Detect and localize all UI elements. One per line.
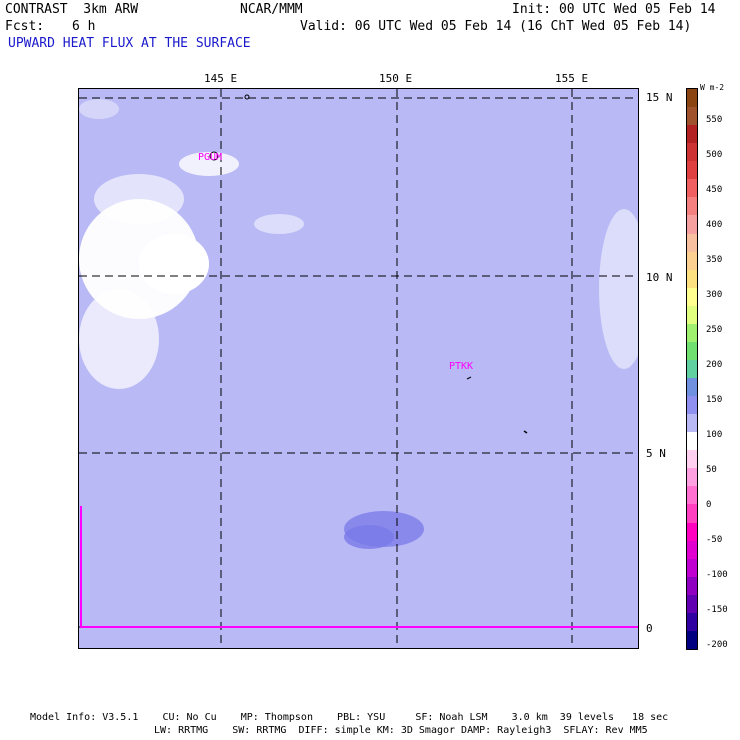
colorbar-swatch	[687, 269, 697, 288]
forecast-hour: 6 h	[72, 19, 96, 34]
colorbar-swatch	[687, 486, 697, 505]
colorbar-label: 250	[706, 325, 723, 335]
colorbar-swatch	[687, 143, 697, 162]
lat-label-5n: 5 N	[646, 447, 666, 460]
colorbar-swatch	[687, 125, 697, 144]
colorbar-swatch	[687, 450, 697, 469]
colorbar-swatch	[687, 341, 697, 360]
colorbar-label: 150	[706, 395, 723, 405]
center-label: NCAR/MMM	[240, 2, 303, 17]
colorbar-unit: W m-2	[700, 83, 725, 92]
colorbar-swatch	[687, 161, 697, 180]
colorbar-swatch	[687, 287, 697, 306]
colorbar-label: -150	[706, 605, 728, 615]
colorbar-label: -200	[706, 640, 728, 650]
station-ptkk: PTKK	[449, 361, 474, 372]
colorbar-swatch	[687, 323, 697, 342]
colorbar-swatch	[687, 504, 697, 523]
colorbar-label: -50	[706, 535, 723, 545]
station-pgum: PGUM	[198, 152, 223, 163]
colorbar-swatch	[687, 89, 697, 108]
colorbar-swatch	[687, 396, 697, 415]
colorbar-label: 350	[706, 255, 723, 265]
lat-label-15n: 15 N	[646, 91, 673, 104]
colorbar-swatch	[687, 432, 697, 451]
field-title: UPWARD HEAT FLUX AT THE SURFACE	[8, 36, 251, 51]
init-time: Init: 00 UTC Wed 05 Feb 14	[512, 2, 716, 17]
colorbar-swatch	[687, 179, 697, 198]
map-field	[79, 89, 638, 648]
valid-time: Valid: 06 UTC Wed 05 Feb 14 (16 ChT Wed …	[300, 19, 692, 34]
colorbar-label: 300	[706, 290, 723, 300]
graticule	[79, 89, 638, 648]
colorbar-label: 500	[706, 150, 723, 160]
low-flux-regions	[79, 99, 638, 389]
lon-label-150: 150 E	[379, 72, 413, 85]
colorbar-swatch	[687, 558, 697, 577]
colorbar-label: 550	[706, 115, 723, 125]
model-info-line2: LW: RRTMG SW: RRTMG DIFF: simple KM: 3D …	[154, 725, 648, 736]
colorbar-swatch	[687, 251, 697, 270]
colorbar-swatch	[687, 594, 697, 613]
model-info-line1: Model Info: V3.5.1 CU: No Cu MP: Thompso…	[30, 712, 669, 723]
colorbar-swatch	[687, 233, 697, 252]
colorbar-swatch	[687, 468, 697, 487]
colorbar-label: 50	[706, 465, 717, 475]
domain-boundary	[80, 506, 638, 628]
island-chuuk	[466, 376, 472, 380]
colorbar-swatch	[687, 107, 697, 126]
colorbar-label: 0	[706, 500, 712, 510]
colorbar-swatch	[687, 215, 697, 234]
forecast-label: Fcst:	[5, 19, 45, 34]
lon-label-145: 145 E	[204, 72, 238, 85]
colorbar-swatch	[687, 630, 697, 649]
model-title: CONTRAST 3km ARW	[5, 2, 139, 17]
island-guam	[209, 151, 219, 161]
colorbar-swatch	[687, 378, 697, 397]
colorbar-swatch	[687, 305, 697, 324]
colorbar-swatch	[687, 359, 697, 378]
colorbar-label: 450	[706, 185, 723, 195]
colorbar-swatch	[687, 414, 697, 433]
map-panel: PGUM PTKK	[78, 88, 639, 649]
lat-label-0: 0	[646, 622, 653, 635]
lat-label-10n: 10 N	[646, 271, 673, 284]
lon-label-155: 155 E	[555, 72, 589, 85]
colorbar-swatch	[687, 522, 697, 541]
colorbar-swatch	[687, 540, 697, 559]
colorbar-swatch	[687, 612, 697, 631]
colorbar	[686, 88, 698, 650]
island-small	[523, 430, 528, 434]
island-north	[244, 94, 250, 100]
colorbar-label: 200	[706, 360, 723, 370]
colorbar-swatch	[687, 197, 697, 216]
colorbar-label: 100	[706, 430, 723, 440]
colorbar-label: -100	[706, 570, 728, 580]
colorbar-swatch	[687, 576, 697, 595]
moderate-flux-region	[344, 511, 424, 549]
colorbar-label: 400	[706, 220, 723, 230]
